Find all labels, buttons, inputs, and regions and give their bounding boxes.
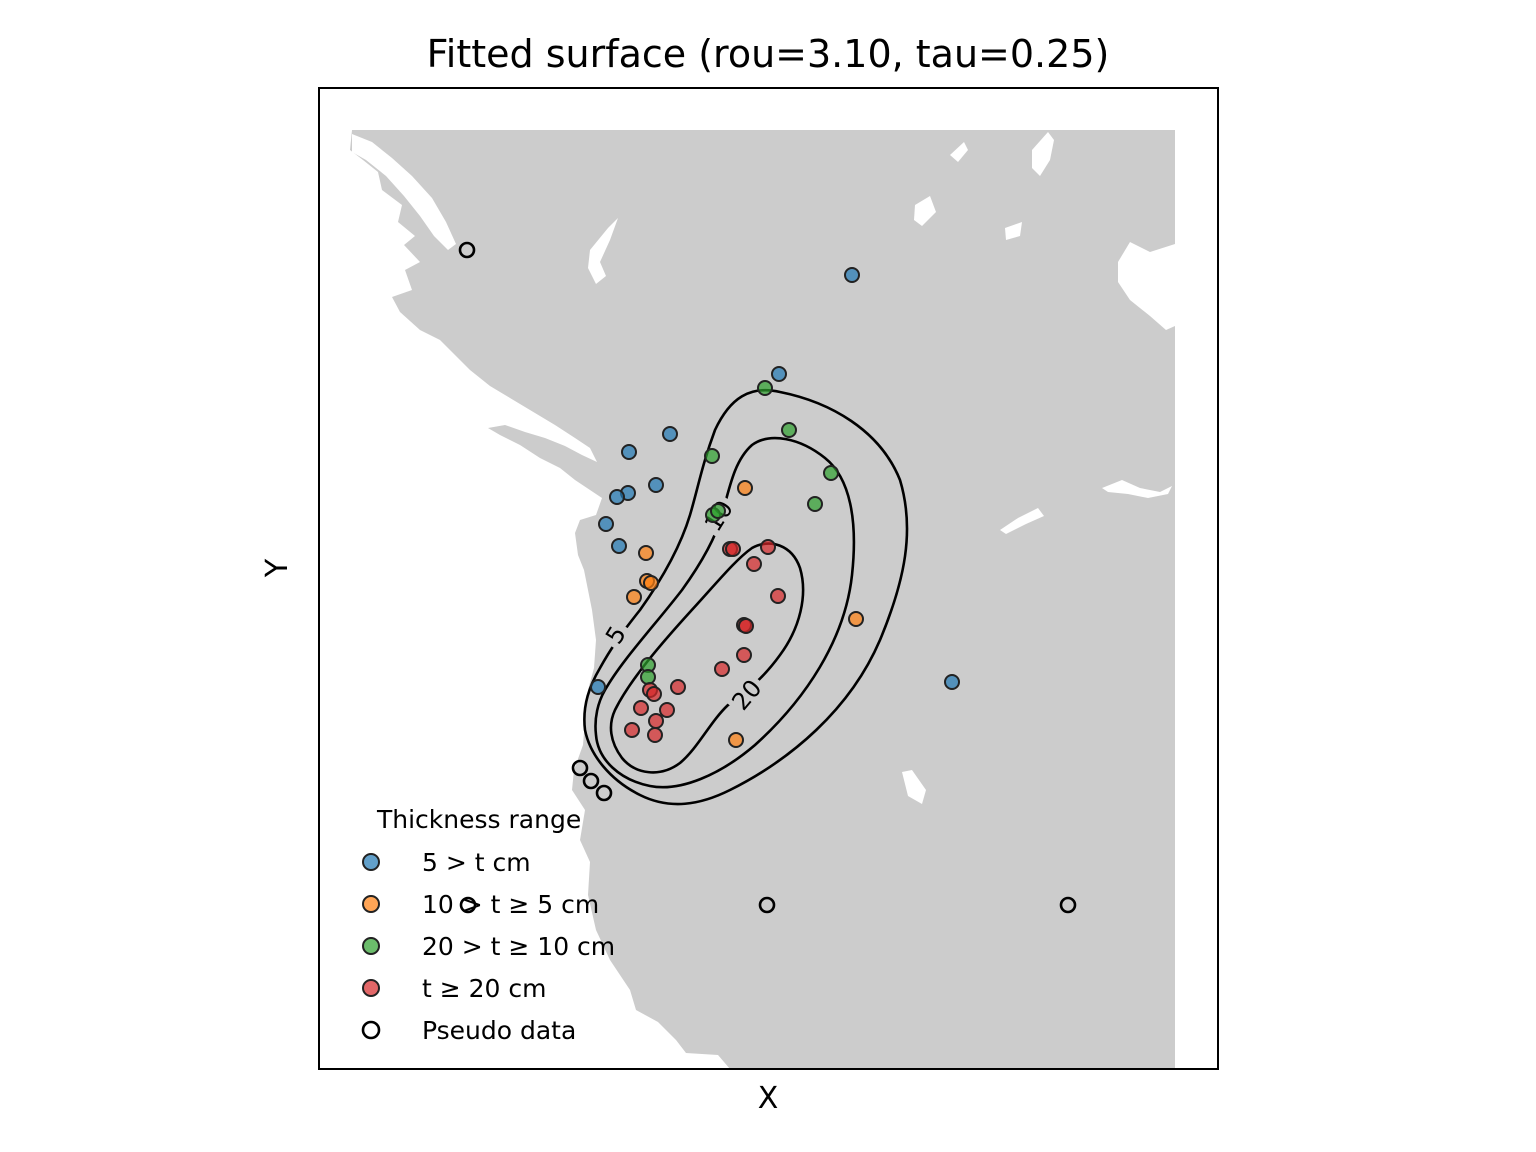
point-20-t-10-cm-3 <box>823 465 839 481</box>
plot-frame <box>318 87 1219 1070</box>
point-t-20-cm-11 <box>670 679 686 695</box>
point-20-t-10-cm-2 <box>704 448 720 464</box>
point-10-t-5-cm-3 <box>643 575 659 591</box>
land-basemap <box>350 130 1175 1069</box>
point-pseudo-data-4 <box>459 896 477 914</box>
point-pseudo-data-5 <box>758 896 776 914</box>
chart-title: Fitted surface (rou=3.10, tau=0.25) <box>427 32 1110 76</box>
point-5-t-cm-4 <box>648 477 664 493</box>
point-20-t-10-cm-6 <box>710 503 726 519</box>
contour-10 <box>594 436 856 789</box>
point-5-t-cm-6 <box>609 489 625 505</box>
point-10-t-5-cm-1 <box>638 545 654 561</box>
point-t-20-cm-8 <box>736 647 752 663</box>
point-5-t-cm-10 <box>944 674 960 690</box>
point-pseudo-data-6 <box>1059 896 1077 914</box>
point-5-t-cm-2 <box>662 426 678 442</box>
point-10-t-5-cm-6 <box>728 732 744 748</box>
point-10-t-5-cm-4 <box>626 589 642 605</box>
point-t-20-cm-13 <box>659 702 675 718</box>
point-t-20-cm-2 <box>760 539 776 555</box>
point-20-t-10-cm-0 <box>757 380 773 396</box>
point-10-t-5-cm-0 <box>737 480 753 496</box>
point-pseudo-data-1 <box>571 759 589 777</box>
point-t-20-cm-6 <box>738 618 754 634</box>
point-pseudo-data-0 <box>458 241 476 259</box>
point-pseudo-data-2 <box>582 772 600 790</box>
point-t-20-cm-4 <box>770 588 786 604</box>
point-t-20-cm-3 <box>746 556 762 572</box>
point-5-t-cm-3 <box>621 444 637 460</box>
point-5-t-cm-7 <box>598 516 614 532</box>
x-axis-label: X <box>758 1081 779 1116</box>
data-points <box>458 241 1077 914</box>
legend-title: Thickness range <box>376 805 581 834</box>
legend-label-3: t ≥ 20 cm <box>422 974 547 1003</box>
contour-20 <box>609 542 805 774</box>
point-5-t-cm-0 <box>844 267 860 283</box>
legend-marker-2 <box>362 937 380 955</box>
legend-label-2: 20 > t ≥ 10 cm <box>422 932 615 961</box>
legend-marker-0 <box>362 853 380 871</box>
point-5-t-cm-1 <box>771 366 787 382</box>
point-t-20-cm-14 <box>648 713 664 729</box>
y-axis-label: Y <box>260 558 295 578</box>
point-t-20-cm-7 <box>714 661 730 677</box>
legend-label-0: 5 > t cm <box>422 848 531 877</box>
point-20-t-10-cm-4 <box>807 496 823 512</box>
point-t-20-cm-10 <box>646 686 662 702</box>
point-20-t-10-cm-8 <box>640 669 656 685</box>
contour-lines <box>583 388 909 806</box>
contour-5 <box>583 388 909 806</box>
point-5-t-cm-9 <box>590 679 606 695</box>
legend-marker-4 <box>361 1020 381 1040</box>
point-t-20-cm-12 <box>633 700 649 716</box>
legend-label-4: Pseudo data <box>422 1016 576 1045</box>
legend-marker-3 <box>362 979 380 997</box>
legend: Thickness range 5 > t cm 10 > t ≥ 5 cm 20 … <box>361 805 615 1045</box>
legend-label-1: 10 > t ≥ 5 cm <box>422 890 599 919</box>
point-t-20-cm-1 <box>725 541 741 557</box>
point-pseudo-data-3 <box>595 784 613 802</box>
point-20-t-10-cm-1 <box>781 422 797 438</box>
point-5-t-cm-8 <box>611 538 627 554</box>
point-10-t-5-cm-5 <box>848 611 864 627</box>
point-t-20-cm-16 <box>647 727 663 743</box>
legend-marker-1 <box>362 895 380 913</box>
point-t-20-cm-15 <box>624 722 640 738</box>
